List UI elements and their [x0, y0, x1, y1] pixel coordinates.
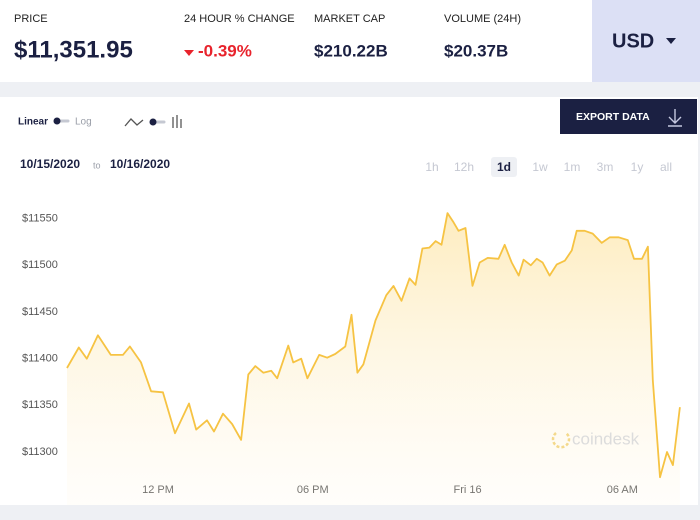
date-to[interactable]: 10/16/2020 [110, 157, 170, 171]
export-label[interactable]: EXPORT DATA [576, 111, 650, 123]
stat-label: MARKET CAP [314, 13, 385, 25]
range-button[interactable]: 1m [564, 160, 581, 174]
range-button[interactable]: 1d [497, 160, 511, 174]
date-from[interactable]: 10/15/2020 [20, 157, 80, 171]
currency-box[interactable] [592, 0, 700, 82]
watermark: coindesk [572, 429, 640, 448]
range-button[interactable]: 1h [425, 160, 438, 174]
y-tick-label: $11350 [22, 399, 58, 411]
scale-log[interactable]: Log [75, 117, 92, 128]
price-line [66, 212, 681, 479]
scale-toggle[interactable] [53, 117, 70, 125]
stat-label: 24 HOUR % CHANGE [184, 13, 295, 25]
y-tick-label: $11300 [22, 446, 58, 458]
stat-value: -0.39% [198, 41, 252, 60]
chart-type-toggle[interactable] [124, 115, 182, 128]
currency-select[interactable]: USD [592, 0, 700, 82]
download-icon [668, 109, 682, 127]
export-bg[interactable] [560, 99, 697, 134]
y-tick-label: $11500 [22, 259, 58, 271]
y-tick-label: $11550 [22, 213, 58, 225]
stat-value: $210.22B [314, 41, 388, 60]
currency[interactable]: USD [612, 30, 654, 52]
y-tick-label: $11450 [22, 306, 58, 318]
caret [666, 38, 676, 44]
date-sep: to [93, 160, 101, 170]
area-fill [67, 213, 680, 505]
range-button[interactable]: 3m [597, 160, 614, 174]
stat-value: $11,351.95 [14, 36, 133, 63]
toggle-knob [149, 118, 157, 126]
export-button[interactable]: EXPORT DATA [560, 99, 697, 134]
range-button[interactable]: 12h [454, 160, 474, 174]
range-button[interactable]: 1y [631, 160, 644, 174]
down-arrow [184, 50, 194, 56]
bar-icon [172, 115, 182, 128]
range-button[interactable]: all [660, 160, 672, 174]
scale-linear[interactable]: Linear [18, 117, 48, 128]
stat-label: PRICE [14, 13, 48, 25]
range-active-bg[interactable] [491, 157, 517, 177]
stat-label: VOLUME (24H) [444, 13, 521, 25]
stats-bar [0, 0, 592, 82]
toggle-knob [53, 117, 61, 125]
watermark-icon [551, 432, 571, 449]
range-button[interactable]: 1w [532, 160, 548, 174]
line-icon [124, 118, 144, 127]
y-tick-label: $11400 [22, 353, 58, 365]
watermark-logo [551, 432, 571, 449]
stat-value: $20.37B [444, 41, 508, 60]
